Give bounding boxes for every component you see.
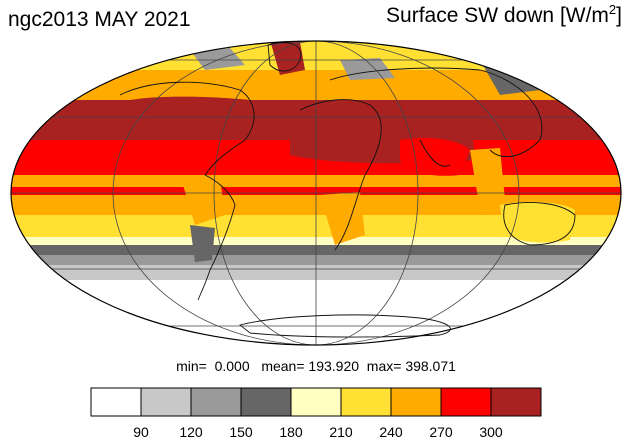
title-variable: Surface SW down [W/m xyxy=(386,4,609,27)
colorbar-box-7 xyxy=(440,387,492,417)
colorbar-tick-label: 90 xyxy=(133,424,149,440)
min-value: 0.000 xyxy=(214,358,250,374)
africa-coast xyxy=(299,99,382,251)
statistics-line: min= 0.000 mean= 193.920 max= 398.071 xyxy=(0,358,632,374)
colorbar-tick-label: 240 xyxy=(379,424,403,440)
north-cloud-patch xyxy=(190,48,245,70)
southeast-asia-patch xyxy=(470,148,505,210)
north-america-patch xyxy=(130,96,260,129)
colorbar-box-4 xyxy=(290,387,342,417)
colorbar-tick-label: 270 xyxy=(429,424,453,440)
north-america-coast xyxy=(119,81,255,176)
antarctica-coast xyxy=(239,314,451,338)
colorbar-tick-label: 180 xyxy=(279,424,303,440)
colorbar-ticks: 90 120 150 180 210 240 270 300 xyxy=(133,424,503,440)
colorbar-box-6 xyxy=(390,387,442,417)
plot-title-left: ngc2013 MAY 2021 xyxy=(8,8,191,31)
colorbar-box-3 xyxy=(240,387,292,417)
colorbar-tick-label: 150 xyxy=(229,424,253,440)
mollweide-map xyxy=(10,40,622,346)
colorbar-tick-label: 210 xyxy=(329,424,353,440)
plot-title-right: Surface SW down [W/m2] xyxy=(386,2,622,28)
mean-label: mean= xyxy=(261,358,305,374)
meridian-120 xyxy=(112,41,520,345)
coastlines xyxy=(119,42,576,338)
title-unit-close: ] xyxy=(616,4,622,27)
title-unit-exponent: 2 xyxy=(608,2,617,17)
max-label: max= xyxy=(366,358,402,374)
mean-value: 193.920 xyxy=(308,358,360,374)
australia-patch xyxy=(500,201,575,243)
india-patch xyxy=(400,138,470,176)
map-border xyxy=(10,40,622,346)
andes-patch xyxy=(190,225,215,262)
colorbar-boxes xyxy=(90,387,542,417)
colorbar-box-0 xyxy=(90,387,142,417)
graticule xyxy=(11,41,621,345)
colorbar-tick-label: 120 xyxy=(179,424,203,440)
south-america-coast xyxy=(197,174,236,301)
colorbar-box-2 xyxy=(190,387,242,417)
colorbar-box-1 xyxy=(140,387,192,417)
australia-coast xyxy=(503,202,576,246)
colorbar-box-5 xyxy=(340,387,392,417)
meridian-60 xyxy=(213,41,419,345)
eurasia-coast xyxy=(329,67,543,157)
india-coast xyxy=(419,139,451,167)
greenland-coast xyxy=(267,42,302,72)
colorbar-tick-label: 300 xyxy=(479,424,503,440)
min-label: min= xyxy=(176,358,207,374)
colorbar-box-8 xyxy=(490,387,542,417)
max-value: 398.071 xyxy=(405,358,456,374)
south-africa-patch xyxy=(320,192,365,245)
